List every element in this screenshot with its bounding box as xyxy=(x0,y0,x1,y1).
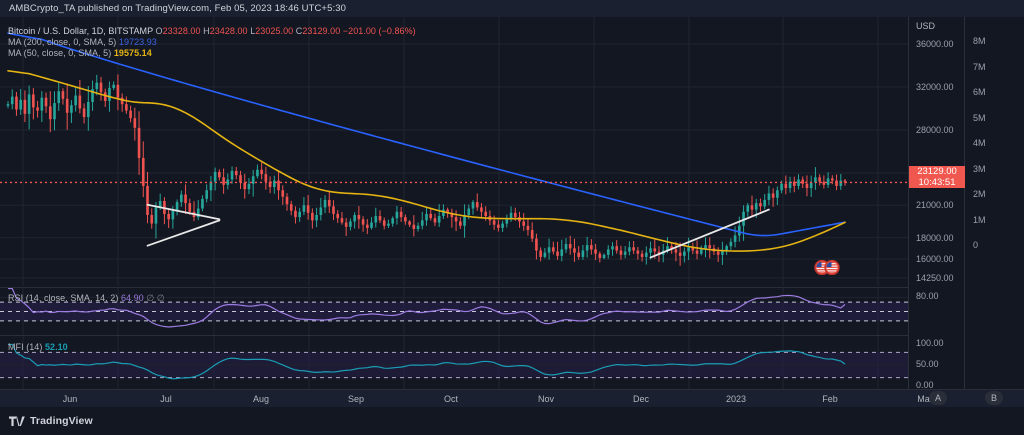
price-tick: 28000.00 xyxy=(916,125,954,135)
time-axis[interactable]: Jun Jul Aug Sep Oct Nov Dec 2023 Feb Mar xyxy=(0,389,1024,407)
mfi-tick: 50.00 xyxy=(916,359,939,369)
volume-tick: 6M xyxy=(973,87,986,97)
time-tick: Sep xyxy=(347,394,365,404)
chart-frame: Bitcoin / U.S. Dollar, 1D, BITSTAMP O233… xyxy=(0,17,1024,435)
price-tick: 36000.00 xyxy=(916,38,954,49)
price-badge-value: 23129.00 xyxy=(917,166,957,177)
currency-label: USD xyxy=(916,21,936,31)
price-axis[interactable]: USD 36000.0032000.0028000.0024000.002100… xyxy=(908,17,965,390)
scale-toggle-a[interactable]: A xyxy=(929,391,947,405)
volume-tick: 5M xyxy=(973,112,986,123)
current-price-badge[interactable]: 23129.00 10:43:51 xyxy=(909,166,965,188)
time-tick: Jun xyxy=(62,394,78,404)
price-tick: 16000.00 xyxy=(916,254,954,265)
time-tick: Aug xyxy=(252,394,270,404)
mfi-tick: 100.00 xyxy=(916,338,944,348)
time-tick: Nov xyxy=(537,394,555,404)
time-tick: Dec xyxy=(632,394,650,404)
volume-tick: 0 xyxy=(973,240,979,250)
chart-panes[interactable] xyxy=(0,17,908,390)
time-tick: Oct xyxy=(443,394,459,404)
publish-text: AMBCrypto_TA published on TradingView.co… xyxy=(9,3,346,14)
tradingview-wordmark: TradingView xyxy=(30,415,93,427)
main-price-pane[interactable] xyxy=(0,17,908,286)
volume-tick: 8M xyxy=(973,36,986,46)
mfi-tick: 0.00 xyxy=(916,380,934,390)
mfi-pane[interactable] xyxy=(0,335,908,390)
price-tick: 21000.00 xyxy=(916,200,954,211)
scale-toggle-b[interactable]: B xyxy=(985,391,1003,405)
price-badge-countdown: 10:43:51 xyxy=(918,177,956,188)
tradingview-mark-icon xyxy=(9,416,25,426)
publish-bar: AMBCrypto_TA published on TradingView.co… xyxy=(0,0,1024,17)
volume-tick: 7M xyxy=(973,61,986,72)
rsi-pane[interactable] xyxy=(0,287,908,335)
volume-tick: 2M xyxy=(973,189,986,199)
price-tick: 32000.00 xyxy=(916,81,954,92)
time-tick: Jul xyxy=(160,394,172,404)
price-tick: 18000.00 xyxy=(916,232,954,243)
economic-event-markers[interactable] xyxy=(814,259,840,276)
price-tick: 14250.00 xyxy=(916,272,954,283)
time-tick: Mar xyxy=(917,394,933,404)
tradingview-logo[interactable]: TradingView xyxy=(9,415,93,427)
time-tick: 2023 xyxy=(725,394,747,404)
volume-tick: 3M xyxy=(973,163,986,174)
volume-tick: 1M xyxy=(973,214,986,225)
volume-tick: 4M xyxy=(973,138,986,148)
volume-axis[interactable]: 8M 7M 6M 5M 4M 3M 2M 1M 0 xyxy=(964,17,1024,389)
time-tick: Feb xyxy=(822,394,838,404)
rsi-tick: 80.00 xyxy=(916,291,939,302)
us-flag-icon-2 xyxy=(824,259,840,276)
